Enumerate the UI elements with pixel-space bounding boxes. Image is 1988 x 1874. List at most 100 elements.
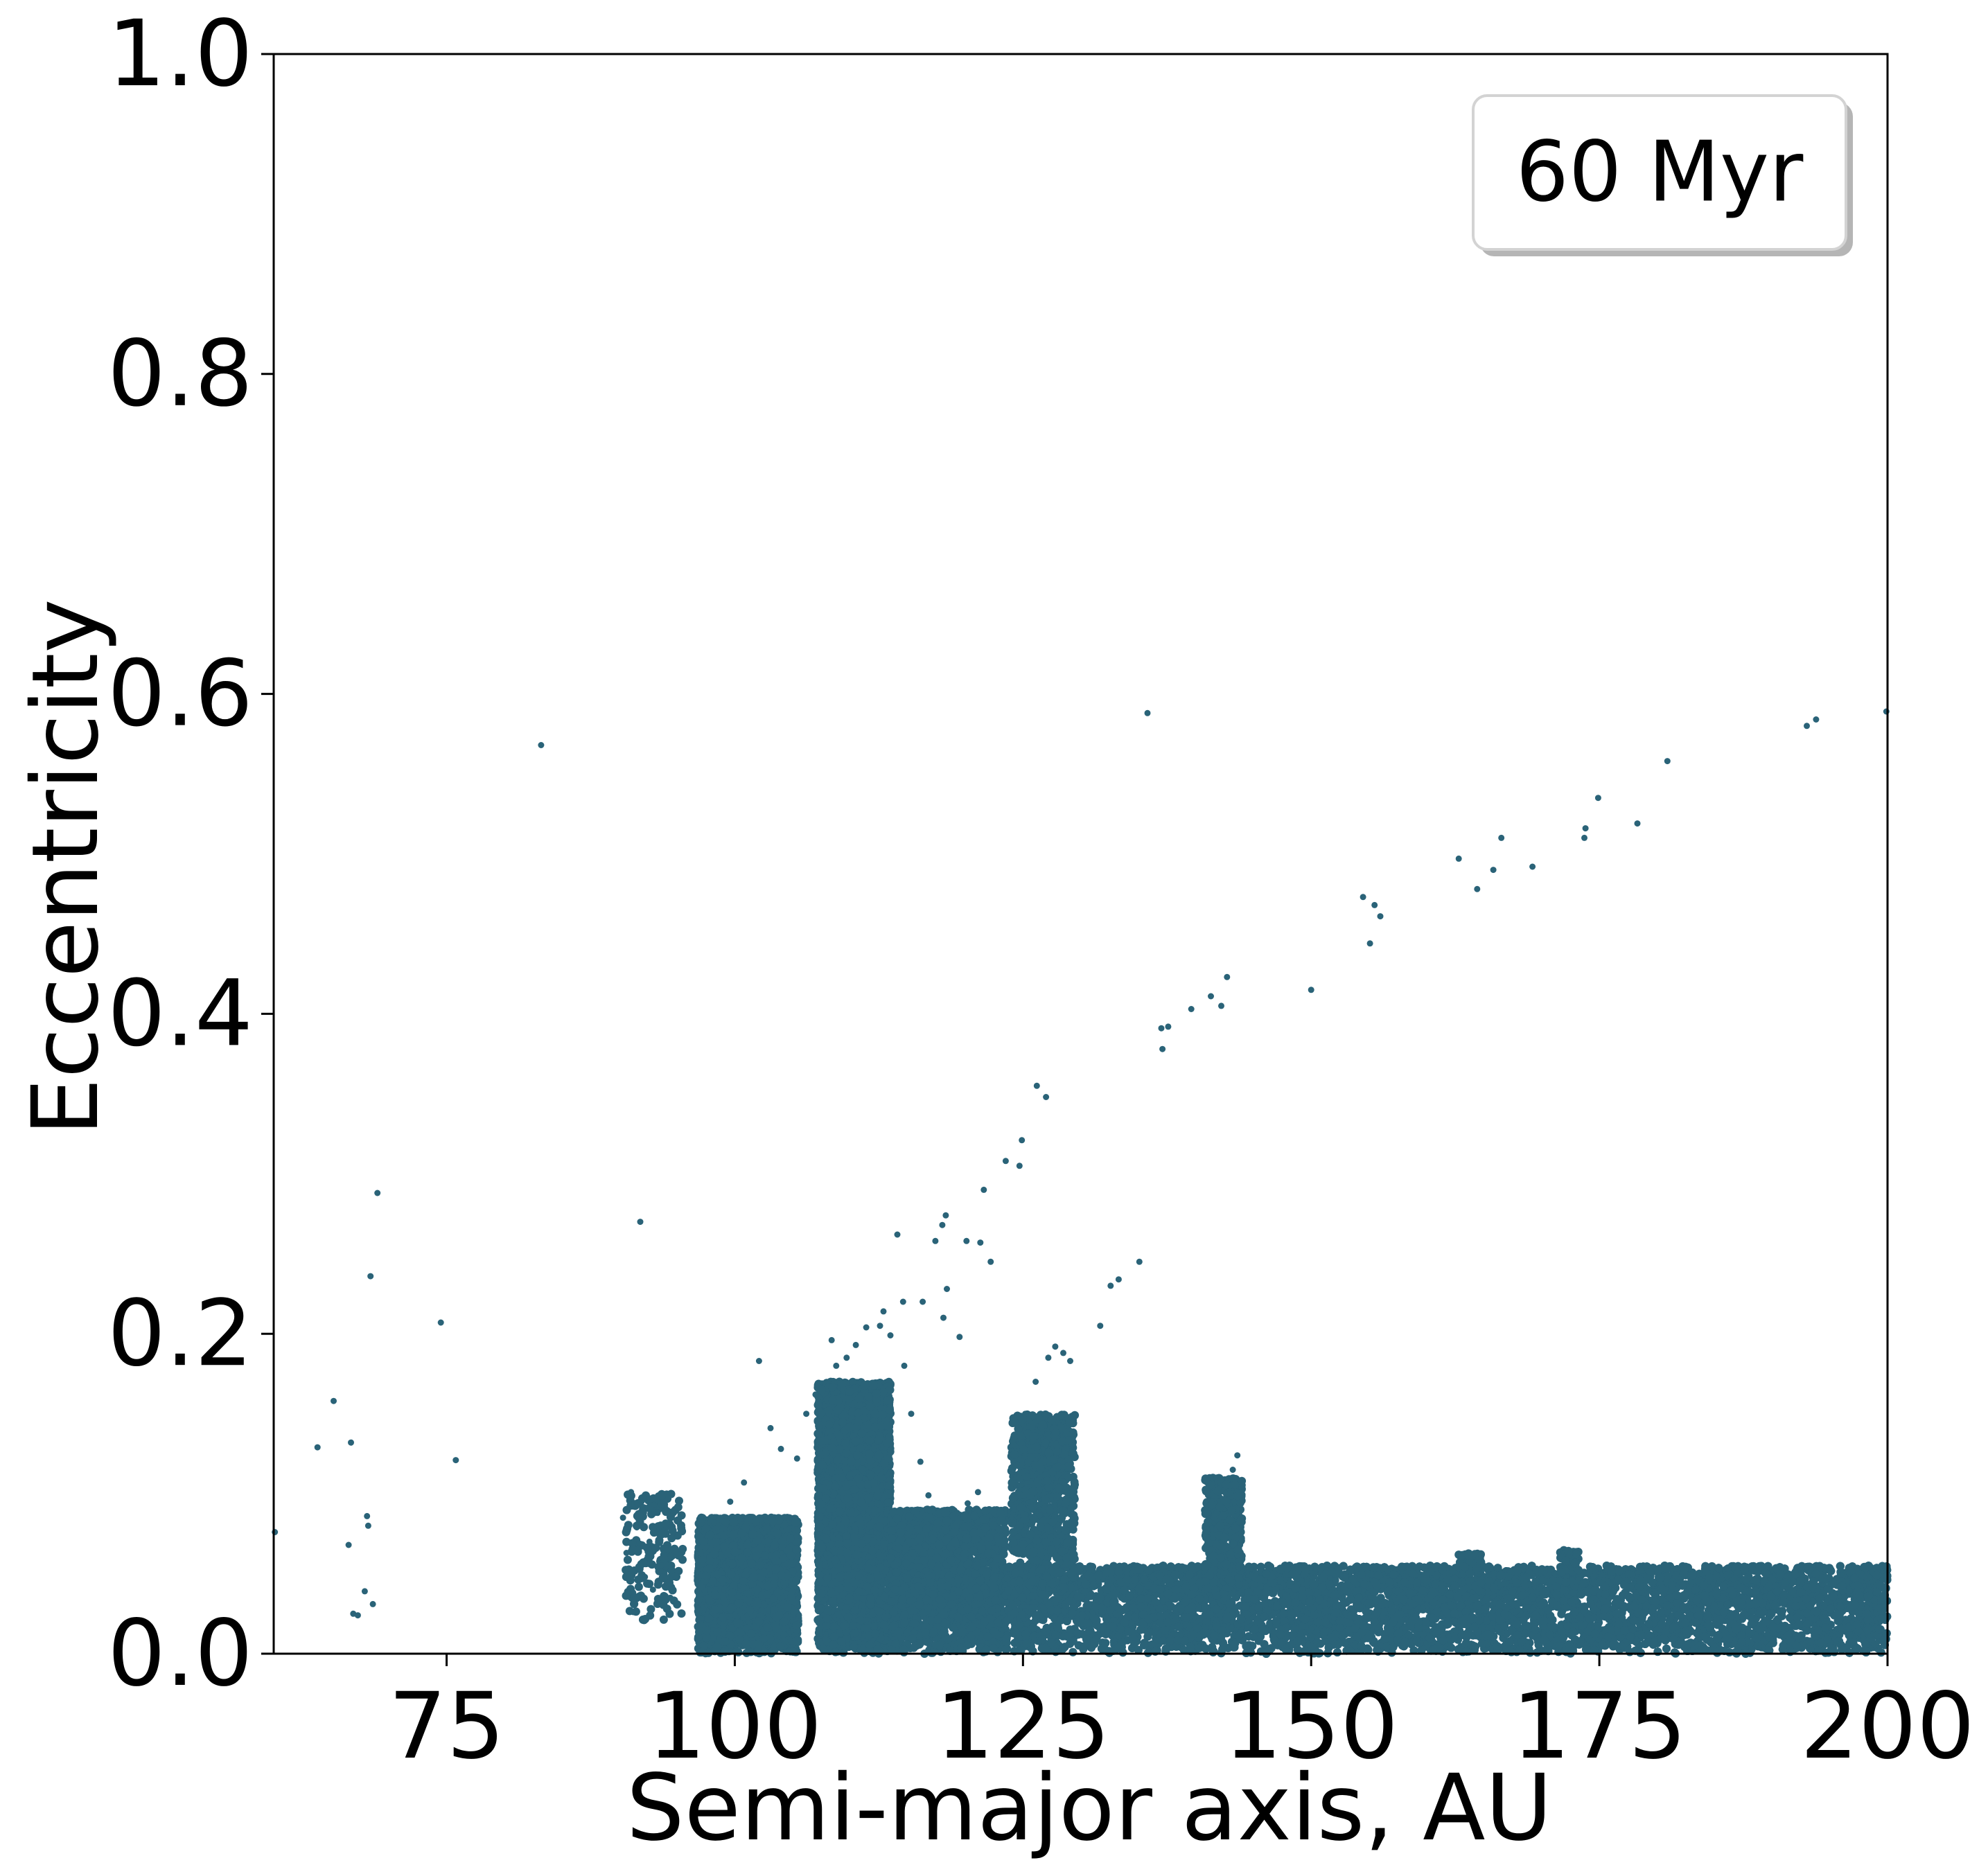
data-point-2628 bbox=[777, 1571, 786, 1579]
data-point-2748 bbox=[792, 1637, 800, 1645]
data-point-2767 bbox=[719, 1614, 727, 1622]
data-point-2779 bbox=[705, 1564, 714, 1573]
data-point-2783 bbox=[759, 1634, 768, 1643]
data-point-179 bbox=[630, 1600, 638, 1608]
data-point-2476 bbox=[760, 1647, 768, 1656]
data-point-2708 bbox=[711, 1591, 719, 1599]
data-point-2706 bbox=[705, 1557, 714, 1565]
data-point-2775 bbox=[792, 1545, 800, 1553]
data-point-2759 bbox=[773, 1529, 782, 1537]
data-point-2790 bbox=[730, 1519, 738, 1527]
data-point-164 bbox=[667, 1562, 675, 1570]
data-point-2660 bbox=[748, 1530, 757, 1539]
data-point-176 bbox=[623, 1506, 631, 1514]
data-point-2405 bbox=[719, 1576, 727, 1584]
data-point-130 bbox=[665, 1579, 674, 1587]
data-point-2688 bbox=[761, 1551, 769, 1559]
data-point-2774 bbox=[793, 1621, 801, 1629]
data-point-2762 bbox=[711, 1606, 719, 1614]
data-point-2650 bbox=[713, 1643, 721, 1651]
data-point-152 bbox=[651, 1544, 660, 1552]
data-point-2669 bbox=[733, 1619, 741, 1627]
data-point-2699 bbox=[787, 1551, 795, 1559]
data-point-198 bbox=[673, 1600, 681, 1609]
data-point-2792 bbox=[728, 1588, 737, 1596]
data-point-2788 bbox=[742, 1639, 750, 1647]
data-point-2745 bbox=[721, 1518, 730, 1526]
data-point-2765 bbox=[768, 1517, 777, 1526]
data-point-2664 bbox=[764, 1582, 772, 1590]
data-point-193 bbox=[635, 1513, 643, 1521]
data-point-191 bbox=[669, 1526, 677, 1535]
data-point-194 bbox=[622, 1573, 631, 1581]
data-point-2599 bbox=[726, 1605, 734, 1613]
data-point-2743 bbox=[748, 1559, 756, 1568]
data-point-2592 bbox=[776, 1642, 784, 1650]
data-point-67 bbox=[654, 1580, 662, 1589]
data-point-2741 bbox=[739, 1577, 748, 1585]
data-point-2753 bbox=[763, 1591, 771, 1599]
data-point-2524 bbox=[706, 1531, 714, 1539]
data-point-2785 bbox=[713, 1628, 721, 1636]
data-point-151 bbox=[649, 1523, 657, 1531]
data-point-2766 bbox=[752, 1518, 760, 1526]
data-point-160 bbox=[678, 1511, 686, 1519]
data-point-2622 bbox=[752, 1553, 760, 1561]
data-point-2736 bbox=[747, 1629, 755, 1638]
data-point-2787 bbox=[771, 1565, 780, 1573]
data-point-2473 bbox=[737, 1628, 745, 1636]
data-point-2794 bbox=[710, 1550, 719, 1558]
data-point-187 bbox=[624, 1521, 633, 1529]
data-point-2797 bbox=[784, 1603, 792, 1611]
data-point-2773 bbox=[694, 1596, 703, 1605]
data-point-2799 bbox=[703, 1626, 711, 1634]
data-point-170 bbox=[646, 1605, 655, 1614]
data-point-2791 bbox=[699, 1537, 707, 1546]
data-point-142 bbox=[640, 1595, 648, 1603]
data-point-2684 bbox=[772, 1625, 780, 1633]
data-point-2768 bbox=[731, 1548, 739, 1556]
data-point-2755 bbox=[735, 1599, 744, 1607]
data-point-2780 bbox=[705, 1615, 713, 1623]
data-point-2781 bbox=[698, 1556, 707, 1564]
data-point-2686 bbox=[779, 1555, 787, 1563]
data-point-2397 bbox=[791, 1519, 800, 1527]
data-point-2798 bbox=[728, 1560, 737, 1568]
data-point-2772 bbox=[750, 1573, 758, 1581]
data-point-2746 bbox=[727, 1571, 735, 1579]
data-point-2769 bbox=[696, 1518, 705, 1526]
data-point-2713 bbox=[787, 1593, 795, 1601]
data-point-181 bbox=[659, 1601, 667, 1609]
data-point-103 bbox=[675, 1496, 683, 1505]
data-point-2640 bbox=[788, 1559, 796, 1567]
data-point-2646 bbox=[774, 1589, 782, 1597]
data-point-2771 bbox=[721, 1637, 729, 1645]
data-point-2721 bbox=[786, 1535, 795, 1543]
data-point-2710 bbox=[775, 1611, 784, 1619]
data-point-147 bbox=[635, 1583, 643, 1591]
data-point-163 bbox=[660, 1592, 668, 1600]
data-point-195 bbox=[639, 1558, 647, 1566]
data-point-173 bbox=[667, 1513, 675, 1521]
data-point-2796 bbox=[741, 1523, 750, 1531]
data-point-2750 bbox=[720, 1542, 728, 1550]
data-point-2723 bbox=[755, 1617, 763, 1625]
data-point-2722 bbox=[694, 1607, 703, 1616]
data-point-2704 bbox=[771, 1541, 779, 1549]
data-point-171 bbox=[674, 1551, 683, 1559]
data-point-2770 bbox=[746, 1606, 754, 1614]
data-point-157 bbox=[640, 1616, 649, 1624]
data-point-2776 bbox=[759, 1568, 768, 1577]
data-point-2789 bbox=[730, 1530, 738, 1539]
data-point-192 bbox=[633, 1546, 642, 1555]
data-point-2793 bbox=[757, 1544, 765, 1552]
data-point-31 bbox=[660, 1616, 668, 1624]
data-point-2778 bbox=[712, 1538, 720, 1546]
data-point-159 bbox=[667, 1534, 676, 1542]
data-point-2761 bbox=[763, 1623, 771, 1632]
data-point-2732 bbox=[737, 1554, 746, 1562]
data-point-2709 bbox=[763, 1524, 771, 1532]
data-point-2786 bbox=[789, 1582, 798, 1590]
data-point-108 bbox=[678, 1609, 686, 1618]
